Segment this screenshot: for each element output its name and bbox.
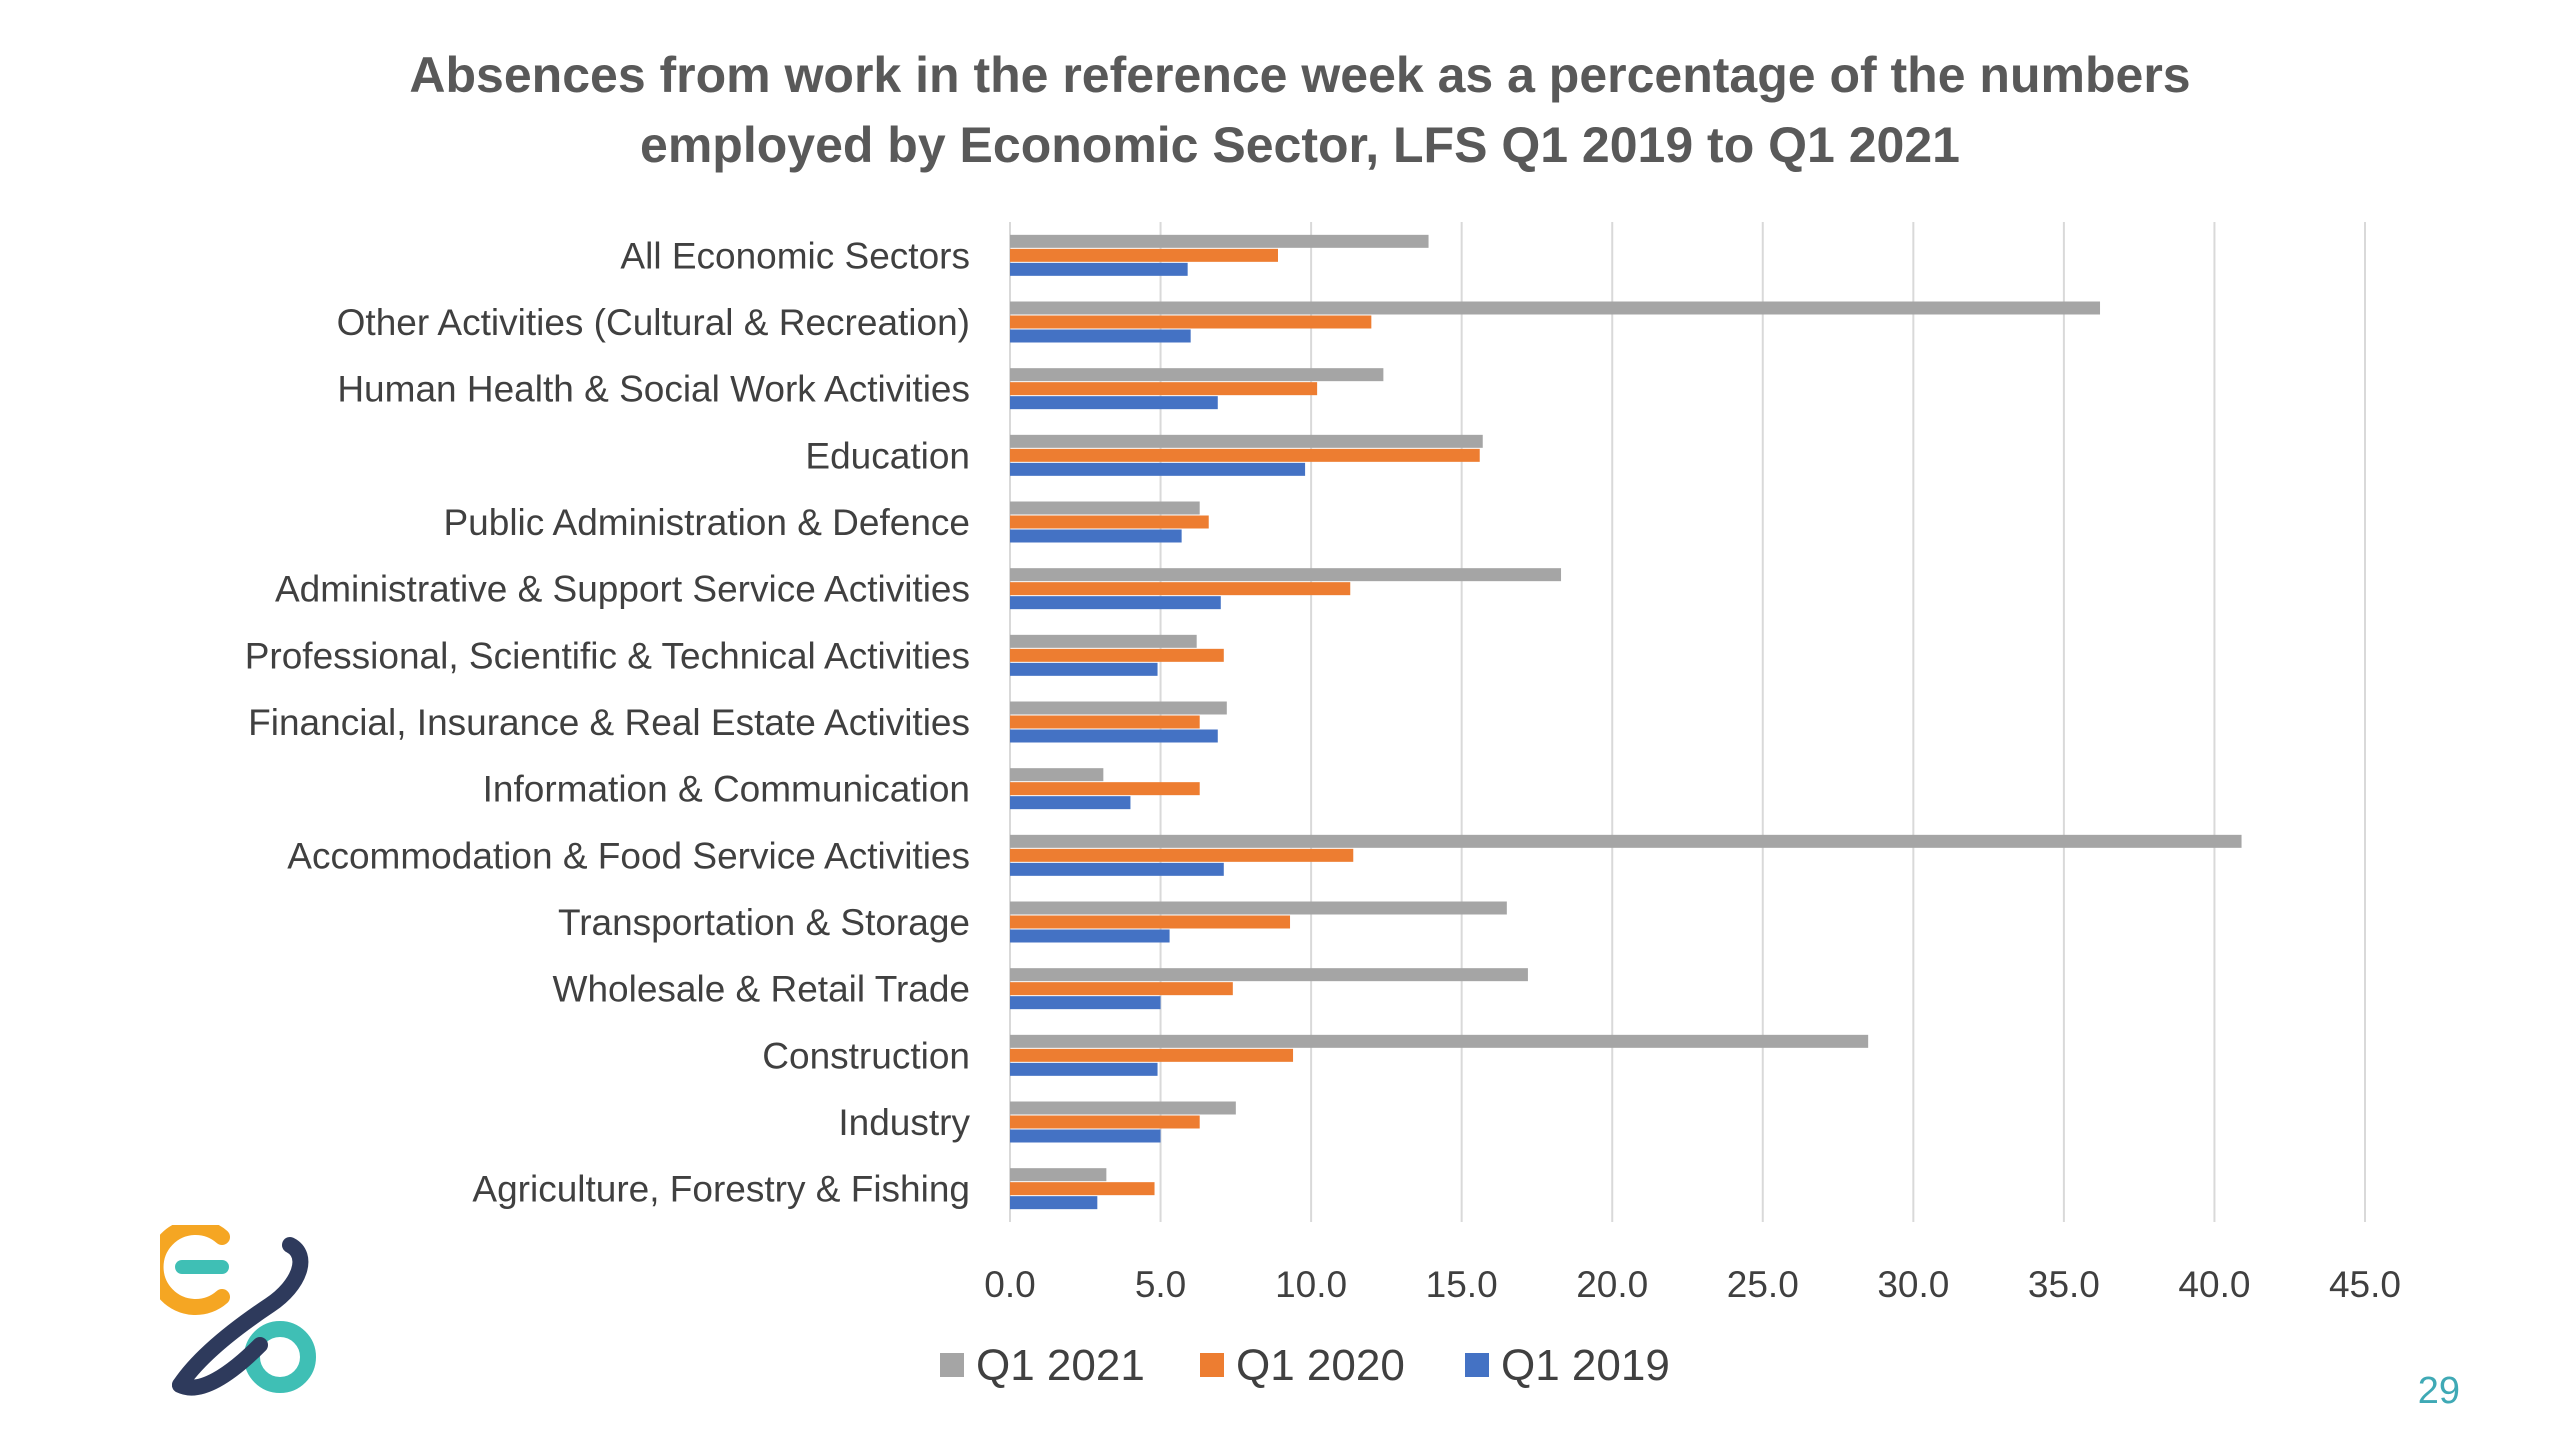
legend-swatch xyxy=(940,1353,964,1377)
bar xyxy=(1010,729,1218,743)
bar xyxy=(1010,1129,1161,1143)
bar xyxy=(1010,382,1318,396)
gridlines xyxy=(1009,222,2366,1222)
category-label: Industry xyxy=(838,1102,970,1143)
x-tick-label: 25.0 xyxy=(1727,1264,1799,1305)
bar xyxy=(1010,1034,1869,1048)
page-number: 29 xyxy=(2417,1370,2460,1412)
bar xyxy=(1010,301,2101,315)
bar xyxy=(1010,262,1188,276)
bar xyxy=(1010,529,1182,543)
x-tick-label: 30.0 xyxy=(1877,1264,1949,1305)
category-label: All Economic Sectors xyxy=(620,235,970,276)
category-label: Construction xyxy=(762,1035,970,1076)
bar xyxy=(1010,782,1200,796)
category-label: Wholesale & Retail Trade xyxy=(553,969,970,1010)
bar xyxy=(1010,648,1224,662)
legend-label: Q1 2020 xyxy=(1236,1341,1405,1390)
x-tick-label: 40.0 xyxy=(2178,1264,2250,1305)
bar xyxy=(1010,662,1158,676)
bar xyxy=(1010,1168,1107,1182)
bar xyxy=(1010,582,1351,596)
bar xyxy=(1010,1182,1155,1196)
bar xyxy=(1010,634,1197,648)
bar xyxy=(1010,396,1218,410)
x-tick-label: 0.0 xyxy=(984,1264,1035,1305)
category-label: Public Administration & Defence xyxy=(444,502,971,543)
x-tick-label: 20.0 xyxy=(1576,1264,1648,1305)
x-tick-label: 15.0 xyxy=(1426,1264,1498,1305)
chart-title-line-2: employed by Economic Sector, LFS Q1 2019… xyxy=(640,117,1960,173)
category-labels: All Economic Sectors Other Activities (Cu… xyxy=(245,235,971,1209)
category-label: Professional, Scientific & Technical Act… xyxy=(245,635,970,676)
chart-title-line-1: Absences from work in the reference week… xyxy=(409,47,2191,103)
bar xyxy=(1010,715,1200,729)
x-tick-label: 45.0 xyxy=(2329,1264,2401,1305)
bar xyxy=(1010,915,1291,929)
bar xyxy=(1010,368,1384,382)
category-label: Education xyxy=(805,435,970,476)
bar xyxy=(1010,901,1507,915)
bar xyxy=(1010,1115,1200,1129)
bar xyxy=(1010,515,1209,529)
bar xyxy=(1010,329,1191,343)
bar xyxy=(1010,768,1104,782)
category-label: Agriculture, Forestry & Fishing xyxy=(472,1169,970,1210)
category-label: Transportation & Storage xyxy=(558,902,970,943)
bar xyxy=(1010,596,1221,610)
bar xyxy=(1010,1101,1236,1115)
category-label: Other Activities (Cultural & Recreation) xyxy=(337,302,970,343)
bar xyxy=(1010,315,1372,329)
bar xyxy=(1010,568,1562,582)
bar xyxy=(1010,501,1200,515)
x-tick-label: 10.0 xyxy=(1275,1264,1347,1305)
legend-label: Q1 2021 xyxy=(976,1341,1145,1390)
bar xyxy=(1010,796,1131,810)
bar xyxy=(1010,462,1306,476)
bar xyxy=(1010,862,1224,876)
organisation-logo-icon xyxy=(160,1225,316,1396)
category-label: Accommodation & Food Service Activities xyxy=(287,835,970,876)
bar xyxy=(1010,848,1354,862)
bar xyxy=(1010,982,1233,996)
bar xyxy=(1010,1048,1294,1062)
category-label: Financial, Insurance & Real Estate Activ… xyxy=(248,702,970,743)
legend-swatch xyxy=(1465,1353,1489,1377)
bar xyxy=(1010,996,1161,1010)
bar xyxy=(1010,434,1483,448)
x-axis-tick-labels: 0.0 5.0 10.0 15.0 20.0 25.0 30.0 35.0 40.0 45.0 xyxy=(984,1264,2401,1305)
category-label: Administrative & Support Service Activit… xyxy=(275,569,970,610)
bar xyxy=(1010,248,1278,262)
bar xyxy=(1010,834,2242,848)
legend-swatch xyxy=(1200,1353,1224,1377)
bar xyxy=(1010,234,1429,248)
bar xyxy=(1010,968,1528,982)
x-tick-label: 35.0 xyxy=(2028,1264,2100,1305)
bars xyxy=(1010,234,2242,1210)
bar xyxy=(1010,448,1480,462)
bar xyxy=(1010,929,1170,943)
bar xyxy=(1010,701,1227,715)
category-label: Information & Communication xyxy=(483,769,970,810)
category-label: Human Health & Social Work Activities xyxy=(337,369,970,410)
legend-label: Q1 2019 xyxy=(1501,1341,1670,1390)
bar xyxy=(1010,1196,1098,1210)
chart-title: Absences from work in the reference week… xyxy=(260,40,2340,180)
legend: Q1 2021 Q1 2020 Q1 2019 xyxy=(940,1341,1670,1390)
x-tick-label: 5.0 xyxy=(1135,1264,1186,1305)
bar xyxy=(1010,1062,1158,1076)
